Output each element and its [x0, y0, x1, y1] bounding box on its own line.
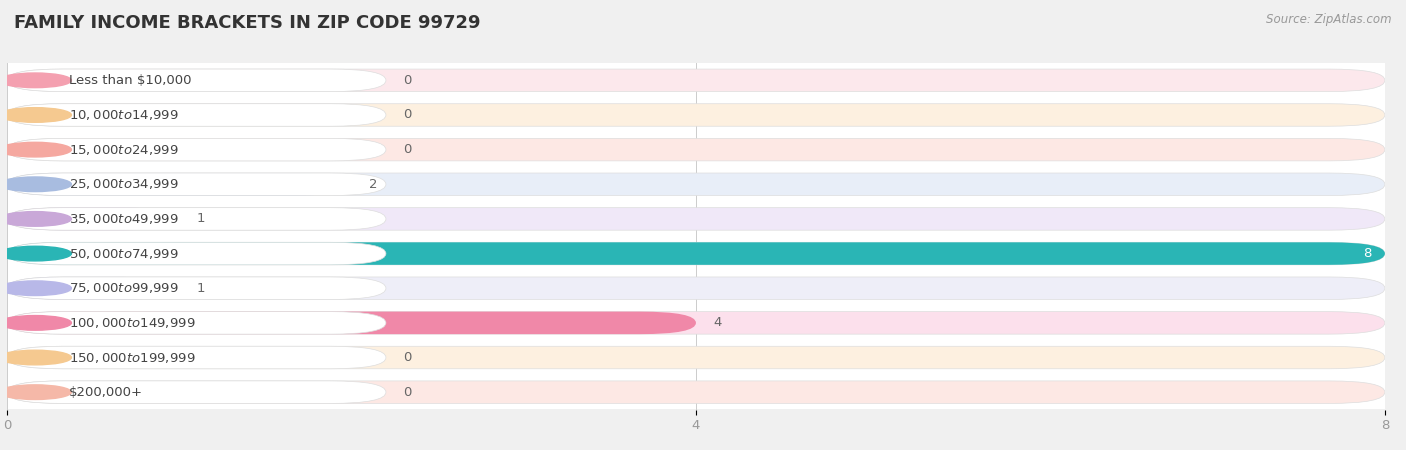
- Text: FAMILY INCOME BRACKETS IN ZIP CODE 99729: FAMILY INCOME BRACKETS IN ZIP CODE 99729: [14, 14, 481, 32]
- FancyBboxPatch shape: [7, 277, 180, 300]
- Text: $10,000 to $14,999: $10,000 to $14,999: [69, 108, 179, 122]
- FancyBboxPatch shape: [7, 69, 1385, 92]
- Bar: [7, 375, 1385, 410]
- Circle shape: [0, 177, 72, 192]
- Text: 1: 1: [197, 282, 205, 295]
- FancyBboxPatch shape: [7, 311, 696, 334]
- Bar: [7, 98, 1385, 132]
- FancyBboxPatch shape: [7, 104, 1385, 126]
- FancyBboxPatch shape: [7, 207, 180, 230]
- Bar: [7, 306, 1385, 340]
- Text: $25,000 to $34,999: $25,000 to $34,999: [69, 177, 179, 191]
- Text: $15,000 to $24,999: $15,000 to $24,999: [69, 143, 179, 157]
- Text: 2: 2: [368, 178, 377, 191]
- FancyBboxPatch shape: [7, 242, 1385, 265]
- Bar: [7, 63, 1385, 98]
- FancyBboxPatch shape: [7, 346, 1385, 369]
- FancyBboxPatch shape: [7, 242, 1385, 265]
- Text: $35,000 to $49,999: $35,000 to $49,999: [69, 212, 179, 226]
- Circle shape: [0, 350, 72, 365]
- Circle shape: [0, 385, 72, 400]
- Text: 4: 4: [713, 316, 721, 329]
- FancyBboxPatch shape: [7, 207, 387, 230]
- Circle shape: [0, 108, 72, 122]
- Circle shape: [0, 212, 72, 226]
- Text: $150,000 to $199,999: $150,000 to $199,999: [69, 351, 195, 364]
- Text: 0: 0: [404, 74, 412, 87]
- Text: 0: 0: [404, 351, 412, 364]
- FancyBboxPatch shape: [7, 173, 387, 196]
- Circle shape: [0, 246, 72, 261]
- Text: $50,000 to $74,999: $50,000 to $74,999: [69, 247, 179, 261]
- Bar: [7, 340, 1385, 375]
- Text: 0: 0: [404, 143, 412, 156]
- Text: Less than $10,000: Less than $10,000: [69, 74, 191, 87]
- FancyBboxPatch shape: [7, 242, 387, 265]
- Text: 1: 1: [197, 212, 205, 225]
- FancyBboxPatch shape: [7, 69, 387, 92]
- Circle shape: [0, 281, 72, 296]
- Bar: [7, 132, 1385, 167]
- FancyBboxPatch shape: [7, 207, 1385, 230]
- Text: 0: 0: [404, 386, 412, 399]
- Circle shape: [0, 73, 72, 88]
- Text: 0: 0: [404, 108, 412, 122]
- FancyBboxPatch shape: [7, 311, 1385, 334]
- FancyBboxPatch shape: [7, 138, 1385, 161]
- FancyBboxPatch shape: [7, 346, 387, 369]
- FancyBboxPatch shape: [7, 277, 1385, 300]
- Text: $100,000 to $149,999: $100,000 to $149,999: [69, 316, 195, 330]
- Text: 8: 8: [1362, 247, 1371, 260]
- FancyBboxPatch shape: [7, 104, 387, 126]
- FancyBboxPatch shape: [7, 381, 1385, 404]
- FancyBboxPatch shape: [7, 381, 387, 404]
- Bar: [7, 271, 1385, 306]
- FancyBboxPatch shape: [7, 311, 387, 334]
- FancyBboxPatch shape: [7, 173, 351, 196]
- FancyBboxPatch shape: [7, 277, 387, 300]
- Bar: [7, 202, 1385, 236]
- FancyBboxPatch shape: [7, 138, 387, 161]
- Circle shape: [0, 142, 72, 157]
- Circle shape: [0, 315, 72, 330]
- Bar: [7, 236, 1385, 271]
- Bar: [7, 167, 1385, 202]
- Text: Source: ZipAtlas.com: Source: ZipAtlas.com: [1267, 14, 1392, 27]
- Text: $200,000+: $200,000+: [69, 386, 142, 399]
- Text: $75,000 to $99,999: $75,000 to $99,999: [69, 281, 179, 295]
- FancyBboxPatch shape: [7, 173, 1385, 196]
